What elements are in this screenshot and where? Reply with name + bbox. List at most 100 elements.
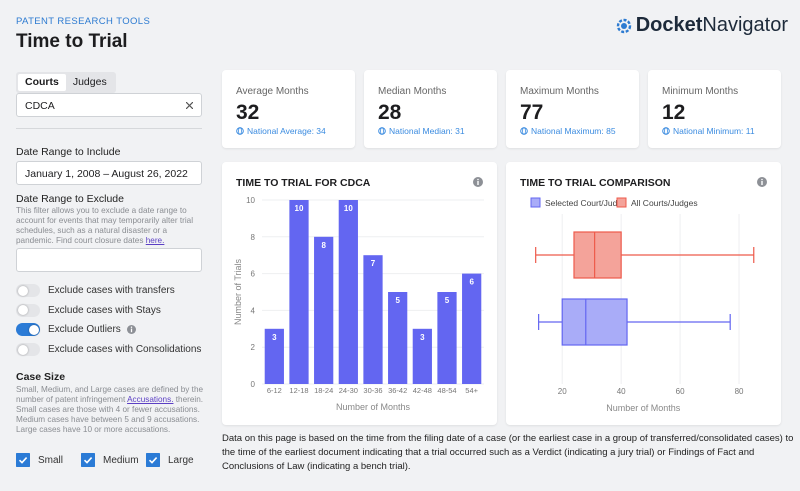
- value-label: 10: [344, 204, 353, 213]
- toggle[interactable]: [16, 303, 40, 317]
- eyebrow: PATENT RESEARCH TOOLS: [16, 16, 151, 27]
- help-link[interactable]: Accusations.: [127, 395, 174, 404]
- checkbox-row: Large: [146, 453, 194, 467]
- stat-national: National Average: 34: [236, 126, 326, 136]
- help-text: Small, Medium, and Large cases are defin…: [16, 385, 204, 404]
- exclude-help: This filter allows you to exclude a date…: [16, 206, 204, 246]
- toggle-row: Exclude Outliers: [16, 323, 136, 337]
- toggle-label: Exclude cases with Stays: [48, 304, 161, 316]
- legend-swatch: [530, 197, 541, 208]
- globe-icon: [378, 127, 386, 135]
- tab[interactable]: Judges: [72, 76, 107, 88]
- national-text: National Minimum: 11: [673, 126, 755, 136]
- tab[interactable]: Courts: [18, 74, 66, 91]
- bar: [412, 328, 432, 384]
- x-tick-label: 24-30: [339, 386, 358, 395]
- logo-icon: [616, 18, 631, 33]
- globe: [520, 127, 528, 135]
- toggle-row: Exclude cases with Consolidations: [16, 343, 202, 357]
- stat-card: Maximum Months 77 National Maximum: 85: [506, 70, 639, 148]
- x-tick-label: 40: [617, 387, 626, 396]
- globe: [380, 127, 384, 135]
- stat-national: National Minimum: 11: [662, 126, 755, 136]
- clear-icon[interactable]: [186, 102, 193, 109]
- checkbox-box: [16, 453, 30, 467]
- box: [573, 231, 622, 279]
- info-icon[interactable]: [473, 177, 483, 187]
- stat-value: 28: [378, 101, 402, 124]
- info-icon[interactable]: [126, 325, 136, 335]
- exclude-label: Date Range to Exclude: [16, 193, 124, 205]
- stat-card: Median Months 28 National Median: 31: [364, 70, 497, 148]
- toggle[interactable]: [16, 284, 40, 297]
- x-tick-label: 6-12: [267, 386, 282, 395]
- globe: [522, 127, 526, 135]
- bar: [264, 328, 284, 384]
- footnote: Data on this page is based on the time f…: [222, 433, 794, 472]
- legend-label[interactable]: Selected Court/Judge: [545, 198, 627, 208]
- help-text: This filter allows you to exclude a date…: [16, 206, 194, 245]
- info-icon[interactable]: [757, 177, 767, 187]
- x-tick-label: 20: [558, 387, 567, 396]
- x-tick-label: 48-54: [437, 386, 456, 395]
- include-value: January 1, 2008 – August 26, 2022: [25, 168, 188, 180]
- case-size-label: Case Size: [16, 371, 66, 383]
- value-label: 8: [321, 241, 326, 250]
- stat-label: Median Months: [378, 86, 447, 97]
- info-dot: [130, 326, 133, 329]
- toggle-knob: [17, 305, 28, 316]
- checkbox[interactable]: [81, 453, 95, 467]
- y-tick-label: 6: [251, 270, 256, 279]
- bar: [314, 236, 334, 384]
- court-input[interactable]: CDCA: [16, 93, 202, 117]
- box-chart: 20 40 60 80 Selected Court/Judge All Courts/J…: [530, 197, 755, 413]
- stat-value: 77: [520, 101, 544, 124]
- checkbox-label: Large: [168, 454, 194, 466]
- globe-icon: [662, 127, 670, 135]
- box: [561, 298, 628, 346]
- national-text: National Maximum: 85: [531, 126, 616, 136]
- stat-national: National Median: 31: [378, 126, 465, 136]
- y-tick-label: 10: [246, 196, 255, 205]
- checkbox[interactable]: [146, 453, 160, 467]
- checkbox-box: [81, 453, 95, 467]
- bar: [363, 255, 383, 384]
- bar: [437, 292, 457, 384]
- value-label: 5: [395, 296, 400, 305]
- page-title: Time to Trial: [16, 31, 128, 52]
- chart-title: TIME TO TRIAL FOR CDCA: [236, 177, 371, 189]
- checkbox[interactable]: [16, 453, 30, 467]
- toggle[interactable]: [16, 323, 40, 337]
- value-label: 10: [295, 204, 304, 213]
- stat-card: Average Months 32 National Average: 34: [222, 70, 355, 148]
- include-input[interactable]: January 1, 2008 – August 26, 2022: [16, 161, 202, 185]
- toggle-label: Exclude cases with Consolidations: [48, 344, 202, 356]
- box-card: TIME TO TRIAL COMPARISON 20 40 60 80 Selecte…: [506, 162, 781, 425]
- exclude-input[interactable]: [16, 248, 202, 272]
- help-text: therein. Small cases are those with 4 or…: [16, 395, 204, 434]
- tabs: Courts Judges: [16, 72, 116, 93]
- y-tick-label: 2: [251, 343, 256, 352]
- checkmark: [148, 457, 158, 464]
- checkbox-row: Small: [16, 453, 63, 467]
- logo: DocketNavigator: [615, 14, 788, 37]
- legend-label[interactable]: All Courts/Judges: [631, 198, 698, 208]
- help-link[interactable]: here.: [145, 236, 165, 245]
- toggle[interactable]: [16, 343, 40, 357]
- globe: [664, 127, 668, 135]
- bar: [289, 200, 309, 384]
- case-size-help: Small, Medium, and Large cases are defin…: [16, 385, 204, 435]
- x-axis-title: Number of Months: [336, 402, 411, 412]
- globe: [236, 127, 244, 135]
- stat-label: Maximum Months: [520, 86, 599, 97]
- value-label: 5: [445, 296, 450, 305]
- x-tick-label: 18-24: [314, 386, 333, 395]
- toggle-knob: [28, 324, 39, 335]
- globe: [378, 127, 386, 135]
- checkbox-label: Small: [38, 454, 64, 466]
- x-tick-label: 80: [735, 387, 744, 396]
- national-text: National Median: 31: [389, 126, 465, 136]
- checkbox-row: Medium: [81, 453, 139, 467]
- stat-card: Minimum Months 12 National Minimum: 11: [648, 70, 781, 148]
- toggle-row: Exclude cases with transfers: [16, 284, 175, 297]
